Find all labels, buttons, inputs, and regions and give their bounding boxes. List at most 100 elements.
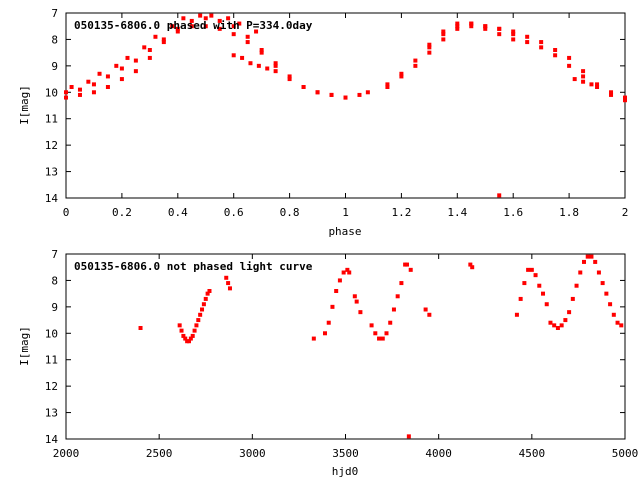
data-point xyxy=(581,74,586,79)
data-point xyxy=(105,85,110,89)
data-point xyxy=(404,262,409,267)
data-point xyxy=(563,318,568,323)
data-point xyxy=(189,18,194,23)
data-point xyxy=(567,55,572,60)
data-point xyxy=(623,95,627,100)
data-point xyxy=(175,26,180,31)
data-point xyxy=(582,259,587,264)
data-point xyxy=(552,323,557,328)
data-point xyxy=(623,98,627,103)
data-point xyxy=(240,55,245,60)
data-point xyxy=(533,273,538,278)
data-point xyxy=(153,34,158,39)
data-point xyxy=(518,296,523,301)
data-point xyxy=(455,26,460,31)
x-tick-label: 1.2 xyxy=(391,206,411,219)
data-point xyxy=(341,270,346,275)
data-point xyxy=(245,34,250,39)
data-point xyxy=(183,336,188,341)
data-point xyxy=(273,69,278,74)
data-point xyxy=(203,24,208,29)
data-points xyxy=(138,254,624,439)
data-point xyxy=(469,21,474,26)
data-point xyxy=(470,265,475,270)
data-point xyxy=(611,312,616,317)
data-point xyxy=(161,37,166,42)
plot-frame xyxy=(65,253,626,440)
data-point xyxy=(64,95,68,100)
data-point xyxy=(373,331,378,336)
data-point xyxy=(541,291,546,296)
data-point xyxy=(203,16,208,21)
data-point xyxy=(600,281,605,286)
data-point xyxy=(217,18,222,23)
data-point xyxy=(259,48,264,52)
y-tick-label: 7 xyxy=(51,7,58,20)
x-tick-label: 2500 xyxy=(146,447,173,460)
data-point xyxy=(161,40,166,45)
data-point xyxy=(287,77,292,82)
x-tick-label: 0.4 xyxy=(168,206,188,219)
data-point xyxy=(198,312,203,317)
data-point xyxy=(91,82,96,87)
data-point xyxy=(413,63,418,68)
unphased-light-curve-panel: 2000 2500 3000 3500 4000 4500 5000 7 8 9 10 11 12 13 1… xyxy=(18,248,638,478)
data-point xyxy=(469,24,474,29)
data-point xyxy=(380,336,385,341)
data-point xyxy=(385,85,390,89)
data-point xyxy=(604,291,609,296)
x-axis-label: hjd0 xyxy=(332,465,359,478)
data-point xyxy=(188,336,193,341)
data-point xyxy=(91,90,96,95)
data-point xyxy=(525,34,530,39)
data-point xyxy=(559,323,564,328)
data-point xyxy=(77,87,82,92)
data-point xyxy=(539,40,544,45)
data-point xyxy=(205,291,210,296)
data-point xyxy=(217,26,222,31)
y-tick-label: 11 xyxy=(45,354,58,367)
data-point xyxy=(377,336,382,341)
data-point xyxy=(186,339,191,344)
data-point xyxy=(125,55,130,60)
data-point xyxy=(585,254,590,259)
data-point xyxy=(330,304,335,309)
data-point xyxy=(399,281,404,286)
data-point xyxy=(329,92,334,97)
data-point xyxy=(511,37,516,42)
data-point xyxy=(441,32,446,37)
x-axis-label: phase xyxy=(328,225,361,238)
x-tick-label: 4000 xyxy=(425,447,452,460)
data-point xyxy=(511,32,516,37)
data-point xyxy=(548,320,553,325)
data-point xyxy=(595,85,600,89)
data-point xyxy=(593,259,598,264)
data-point xyxy=(427,42,432,47)
data-point xyxy=(133,69,138,74)
data-point xyxy=(615,320,620,325)
x-tick-label: 3000 xyxy=(239,447,266,460)
data-point xyxy=(365,90,370,95)
data-point xyxy=(192,328,197,333)
data-point xyxy=(189,24,194,29)
x-tick-label: 0 xyxy=(63,206,70,219)
data-point xyxy=(231,24,236,29)
data-point xyxy=(567,63,572,68)
data-point xyxy=(105,74,110,79)
data-point xyxy=(226,281,231,286)
data-point xyxy=(578,270,583,275)
data-point xyxy=(384,331,389,336)
y-tick-label: 9 xyxy=(51,301,58,314)
data-point xyxy=(609,92,614,97)
data-point xyxy=(177,323,182,328)
data-point xyxy=(423,307,428,312)
data-point xyxy=(138,326,143,330)
data-point xyxy=(345,267,350,272)
data-point xyxy=(595,82,600,87)
data-point xyxy=(427,50,432,55)
data-point xyxy=(413,58,418,63)
data-point xyxy=(194,323,199,328)
data-point xyxy=(369,323,374,328)
data-point xyxy=(311,336,316,341)
